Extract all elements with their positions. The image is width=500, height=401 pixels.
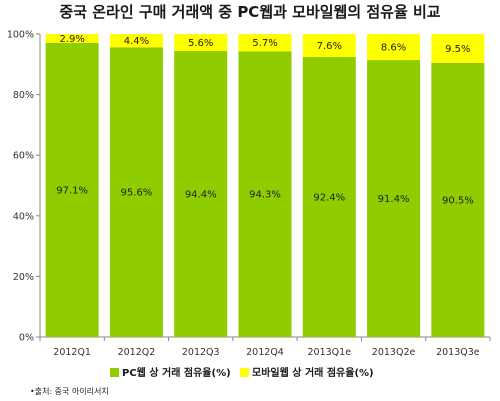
x-tick-label: 2013Q3e bbox=[436, 347, 480, 358]
bar-pc-web bbox=[302, 57, 356, 337]
bar-mobile-web bbox=[367, 34, 421, 61]
y-axis-ticks: 0% 20% 40% 60% 80% 100% bbox=[7, 30, 40, 344]
y-tick-label: 100% bbox=[7, 30, 34, 41]
data-label-pc-web: 94.4% bbox=[185, 189, 217, 200]
x-tick-label: 2012Q1 bbox=[53, 347, 91, 358]
data-label-mobile-web: 8.6% bbox=[381, 43, 406, 54]
data-label-mobile-web: 4.4% bbox=[124, 36, 149, 47]
chart-bars: 97.1% 2.9% 95.6% 4.4% 94.4% 5.6% 94.3% 5.7% 92.4… bbox=[45, 34, 485, 338]
chart-legend: PC웹 상 거래 점유율(%) 모바일웹 상 거래 점유율(%) bbox=[110, 366, 374, 379]
y-tick-label: 40% bbox=[13, 211, 34, 222]
chart-title: 중국 온라인 구매 거래액 중 PC웹과 모바일웹의 점유율 비교 bbox=[59, 3, 440, 21]
data-label-pc-web: 91.4% bbox=[378, 194, 410, 205]
source-note: •출처: 중국 아이리서치 bbox=[30, 386, 109, 396]
data-label-mobile-web: 5.7% bbox=[252, 38, 277, 49]
bar-mobile-web bbox=[238, 34, 292, 52]
bar-pc-web bbox=[45, 42, 99, 338]
bar-pc-web bbox=[174, 50, 228, 338]
bar-pc-web bbox=[109, 47, 163, 337]
x-axis-ticks: 2012Q1 2012Q2 2012Q3 2012Q4 2013Q1e 2013Q2e 20… bbox=[39, 337, 491, 358]
legend-label: 모바일웹 상 거래 점유율(%) bbox=[252, 366, 374, 379]
bar-mobile-web bbox=[302, 34, 356, 58]
x-tick-label: 2012Q3 bbox=[182, 347, 220, 358]
x-tick-label: 2012Q2 bbox=[118, 347, 156, 358]
data-label-pc-web: 92.4% bbox=[313, 193, 345, 204]
bar-mobile-web bbox=[45, 34, 99, 43]
y-tick-label: 0% bbox=[19, 333, 34, 344]
data-label-mobile-web: 2.9% bbox=[59, 34, 84, 45]
data-label-mobile-web: 7.6% bbox=[317, 41, 342, 52]
bar-mobile-web bbox=[109, 34, 163, 48]
bar-mobile-web bbox=[174, 34, 228, 51]
legend-swatch bbox=[110, 368, 119, 377]
data-label-pc-web: 97.1% bbox=[56, 185, 88, 196]
data-label-pc-web: 94.3% bbox=[249, 190, 281, 201]
data-label-mobile-web: 5.6% bbox=[188, 38, 213, 49]
legend-swatch bbox=[240, 368, 249, 377]
bar-pc-web bbox=[238, 51, 292, 338]
data-label-pc-web: 95.6% bbox=[121, 188, 153, 199]
bar-mobile-web bbox=[431, 34, 485, 63]
y-tick-label: 60% bbox=[13, 151, 34, 162]
bar-pc-web bbox=[367, 60, 421, 338]
y-tick-label: 80% bbox=[13, 90, 34, 101]
x-tick-label: 2013Q2e bbox=[372, 347, 416, 358]
x-tick-label: 2012Q4 bbox=[246, 347, 284, 358]
data-label-pc-web: 90.5% bbox=[442, 195, 474, 206]
x-tick-label: 2013Q1e bbox=[308, 347, 352, 358]
y-tick-label: 20% bbox=[13, 272, 34, 283]
legend-label: PC웹 상 거래 점유율(%) bbox=[122, 366, 231, 379]
bar-pc-web bbox=[431, 62, 485, 337]
data-label-mobile-web: 9.5% bbox=[445, 44, 470, 55]
